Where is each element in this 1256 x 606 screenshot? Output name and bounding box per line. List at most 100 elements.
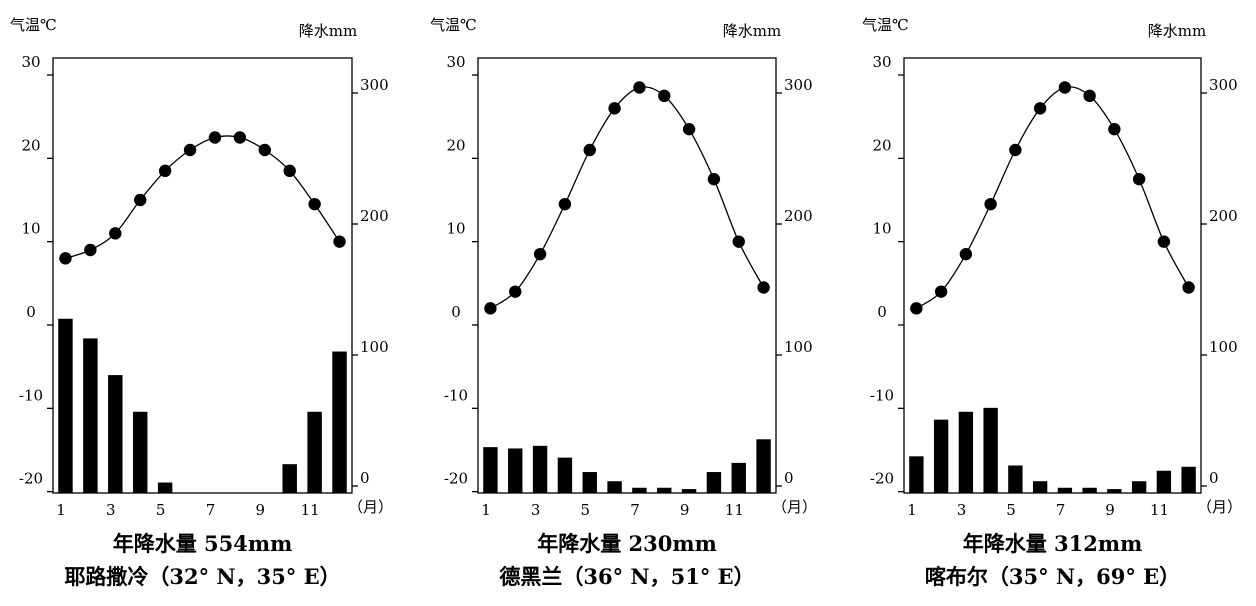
temperature-point bbox=[732, 235, 745, 248]
temperature-line bbox=[490, 86, 765, 309]
temperature-point bbox=[509, 285, 522, 298]
temperature-tick-label: -20 bbox=[870, 470, 894, 488]
precipitation-bar bbox=[1131, 481, 1147, 493]
month-tick-label: 1 bbox=[907, 501, 917, 519]
precipitation-bar bbox=[632, 487, 647, 493]
temperature-unit-label: 气温℃ bbox=[862, 16, 909, 34]
temperature-point bbox=[910, 302, 923, 315]
precipitation-bar bbox=[157, 482, 173, 493]
precipitation-tick-label: 0 bbox=[1209, 469, 1219, 487]
precipitation-bar bbox=[483, 447, 498, 493]
month-tick-label: 5 bbox=[156, 501, 166, 519]
precipitation-bar bbox=[83, 338, 98, 493]
month-tick-label: 9 bbox=[256, 501, 266, 519]
precipitation-bar bbox=[332, 351, 347, 493]
precipitation-bar bbox=[909, 456, 924, 493]
station-caption: 德黑兰（36° N，51° E） bbox=[499, 564, 754, 589]
precipitation-bar bbox=[1107, 489, 1122, 493]
precipitation-bar bbox=[282, 464, 297, 493]
month-tick-label: 9 bbox=[680, 501, 690, 519]
temperature-point bbox=[707, 172, 721, 186]
temperature-tick-label: -20 bbox=[444, 470, 468, 488]
temperature-line bbox=[65, 135, 341, 259]
precipitation-bar bbox=[1181, 466, 1196, 493]
temperature-point bbox=[959, 247, 973, 261]
precipitation-bar bbox=[756, 439, 771, 493]
precipitation-bar bbox=[557, 457, 573, 493]
precipitation-tick-label: 300 bbox=[1209, 76, 1238, 94]
month-tick-label: 3 bbox=[531, 501, 541, 519]
precipitation-bar bbox=[657, 487, 672, 493]
precipitation-tick-label: 200 bbox=[784, 207, 813, 225]
month-tick-label: 1 bbox=[481, 501, 491, 519]
temperature-tick-label: 0 bbox=[26, 303, 36, 321]
temperature-point bbox=[208, 131, 222, 144]
precipitation-unit-label: 降水mm bbox=[723, 22, 781, 40]
temperature-point bbox=[934, 285, 948, 298]
temperature-line bbox=[916, 86, 1190, 309]
temperature-tick-label: 0 bbox=[451, 303, 461, 321]
precipitation-tick-label: 100 bbox=[1209, 338, 1238, 356]
temperature-point bbox=[608, 102, 621, 115]
temperature-tick-label: -20 bbox=[19, 470, 43, 488]
precipitation-tick-label: 300 bbox=[784, 76, 813, 94]
temperature-tick-label: 30 bbox=[872, 53, 891, 71]
temperature-point bbox=[333, 235, 346, 248]
precipitation-bar bbox=[582, 472, 597, 493]
temperature-point bbox=[682, 122, 696, 136]
precipitation-bar bbox=[108, 375, 123, 493]
precipitation-bar bbox=[1082, 487, 1097, 493]
station-caption: 喀布尔（35° N，69° E） bbox=[925, 564, 1180, 589]
month-tick-label: 1 bbox=[56, 501, 66, 519]
month-axis-suffix: （月） bbox=[772, 498, 817, 516]
precipitation-tick-label: 200 bbox=[360, 207, 389, 225]
temperature-unit-label: 气温℃ bbox=[10, 16, 57, 34]
precipitation-bar bbox=[983, 407, 998, 493]
annual-precipitation-caption: 年降水量 554mm bbox=[113, 531, 293, 556]
temperature-tick-label: -10 bbox=[444, 386, 468, 404]
temperature-point bbox=[1058, 81, 1072, 94]
temperature-point bbox=[158, 164, 172, 178]
month-axis-suffix: （月） bbox=[1197, 498, 1242, 516]
precipitation-bar bbox=[706, 472, 722, 493]
temperature-point bbox=[583, 143, 596, 157]
temperature-point bbox=[134, 193, 147, 207]
month-tick-label: 7 bbox=[630, 501, 640, 519]
temperature-point bbox=[658, 89, 671, 103]
temperature-tick-label: -10 bbox=[19, 386, 43, 404]
temperature-point bbox=[183, 143, 197, 157]
annual-precipitation-caption: 年降水量 312mm bbox=[963, 531, 1143, 556]
temperature-tick-label: -10 bbox=[870, 386, 894, 404]
precipitation-bar bbox=[681, 489, 697, 493]
precipitation-bar bbox=[607, 481, 622, 493]
month-axis-suffix: （月） bbox=[348, 498, 393, 516]
temperature-unit-label: 气温℃ bbox=[430, 16, 477, 34]
precipitation-bar bbox=[532, 445, 548, 493]
precipitation-bar bbox=[1057, 487, 1073, 493]
precipitation-bar bbox=[731, 462, 746, 493]
month-tick-label: 3 bbox=[106, 501, 116, 519]
temperature-point bbox=[233, 131, 247, 144]
month-tick-label: 3 bbox=[957, 501, 967, 519]
precipitation-bar bbox=[58, 318, 73, 493]
temperature-point bbox=[258, 143, 271, 157]
precipitation-bar bbox=[958, 411, 974, 493]
temperature-point bbox=[1033, 102, 1047, 115]
month-tick-label: 5 bbox=[581, 501, 591, 519]
temperature-point bbox=[984, 197, 997, 211]
plot-frame bbox=[903, 57, 1202, 494]
temperature-point bbox=[59, 252, 72, 265]
temperature-tick-label: 10 bbox=[446, 220, 465, 238]
month-tick-label: 5 bbox=[1006, 501, 1016, 519]
temperature-point bbox=[558, 197, 572, 211]
precipitation-bar bbox=[132, 411, 148, 493]
temperature-tick-label: 0 bbox=[877, 303, 887, 321]
precipitation-tick-label: 200 bbox=[1209, 207, 1238, 225]
precipitation-tick-label: 0 bbox=[360, 469, 370, 487]
temperature-point bbox=[1083, 89, 1096, 103]
precipitation-tick-label: 100 bbox=[360, 338, 389, 356]
month-tick-label: 11 bbox=[725, 501, 744, 519]
